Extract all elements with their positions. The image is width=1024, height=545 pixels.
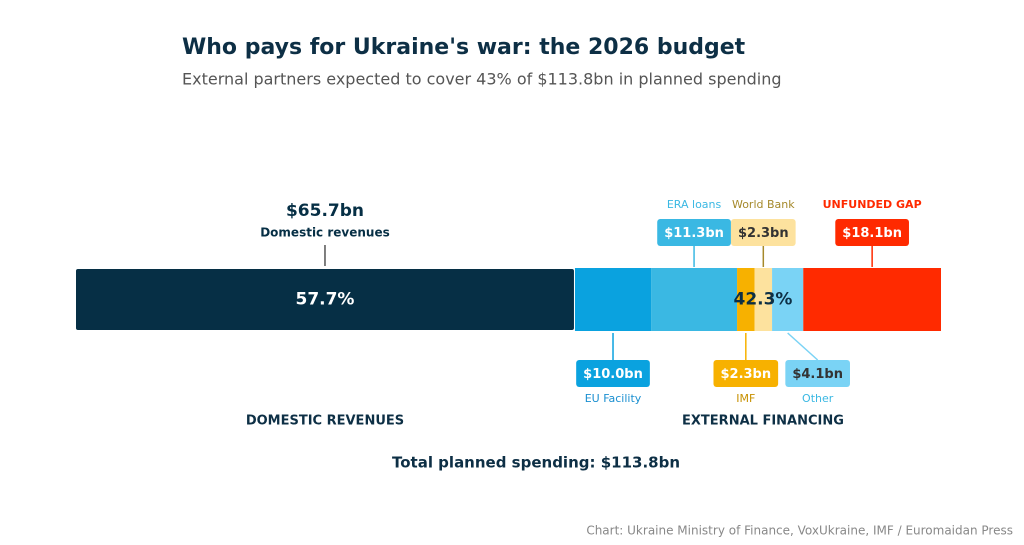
leader-line [787,332,819,361]
chart-title: Who pays for Ukraine's war: the 2026 bud… [182,35,746,60]
value-label: $2.3bn [720,367,771,382]
total-label: Total planned spending: $113.8bn [392,454,680,472]
bar-segment [754,268,773,331]
category-label: Domestic revenues [260,226,390,240]
value-label: $4.1bn [792,367,843,382]
value-pill [657,219,731,246]
value-pill [576,360,650,387]
value-label: $18.1bn [842,226,902,241]
bar-segment [772,268,804,331]
group-label: EXTERNAL FINANCING [682,414,844,429]
value-label: $10.0bn [583,367,643,382]
bar-segment [574,268,652,331]
value-pill [713,360,779,387]
value-label: $2.3bn [738,226,789,241]
bar-segment [651,268,738,331]
group-share: 57.7% [295,290,354,310]
category-label: World Bank [732,198,795,211]
source: Chart: Ukraine Ministry of Finance, VoxU… [586,524,1013,538]
value-label: $11.3bn [664,226,724,241]
category-label: Other [802,392,834,405]
category-label: EU Facility [585,392,642,405]
category-label: IMF [736,392,755,405]
group-label: DOMESTIC REVENUES [246,414,404,429]
bar-segment [737,268,755,331]
value-pill [835,219,909,246]
group-share: 42.3% [733,290,792,310]
category-label: UNFUNDED GAP [823,198,922,211]
value-pill [785,360,850,387]
category-label: ERA loans [667,198,722,211]
value-pill [730,219,796,246]
bar-segment [803,268,941,331]
chart-subtitle: External partners expected to cover 43% … [182,70,782,89]
value-label: $65.7bn [286,201,364,221]
